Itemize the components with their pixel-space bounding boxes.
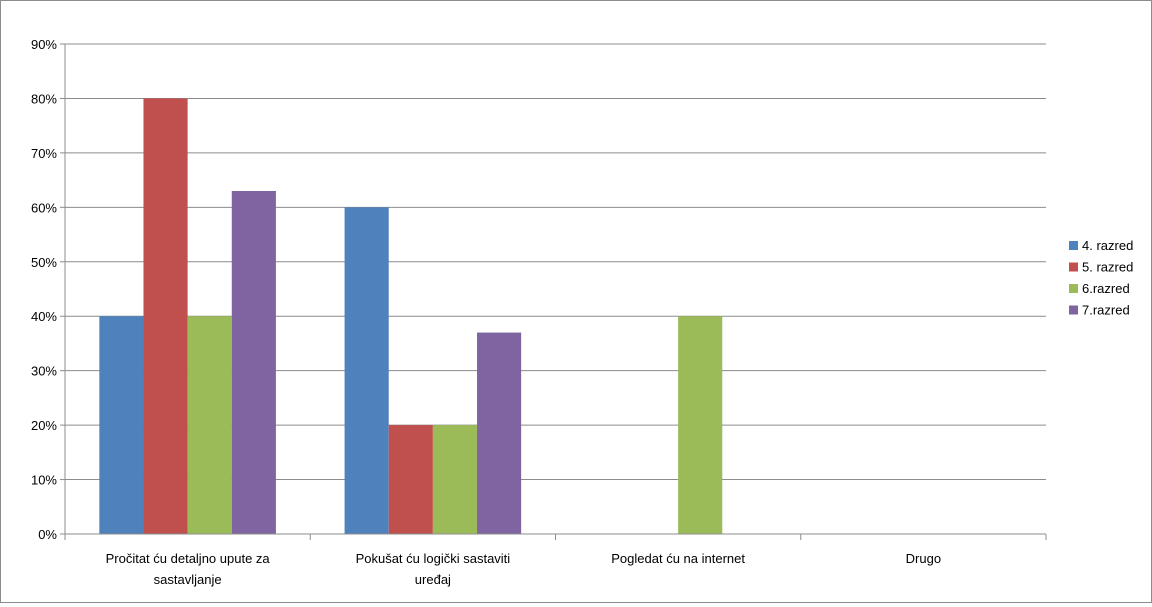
x-tick-label: Pročitat ću detaljno upute za — [106, 551, 271, 566]
bar — [344, 207, 389, 535]
legend-swatch — [1069, 305, 1078, 315]
y-tick-label: 50% — [31, 255, 57, 270]
x-tick-label: Pogledat ću na internet — [611, 551, 745, 566]
y-tick-label: 70% — [31, 146, 57, 161]
y-tick-labels: 0% 10% 20% 30% 40% 50% 60% 70% 80% 90% — [31, 37, 57, 542]
y-tick-label: 90% — [31, 37, 57, 52]
y-tick-label: 20% — [31, 418, 57, 433]
bar — [388, 425, 433, 534]
y-tick-label: 40% — [31, 309, 57, 324]
bar — [432, 425, 478, 534]
legend-label: 7.razred — [1082, 303, 1130, 318]
x-tick-label: Pokušat ću logički sastaviti — [356, 551, 511, 566]
bar — [143, 98, 188, 534]
bar — [187, 316, 232, 534]
y-tick-label: 0% — [38, 527, 57, 542]
legend: 4. razred 5. razred 6.razred 7.razred — [1069, 238, 1133, 318]
bars — [99, 98, 723, 535]
x-tick-labels: Pročitat ću detaljno upute za sastavljanj… — [106, 551, 941, 587]
axes — [60, 43, 1047, 540]
legend-label: 4. razred — [1082, 238, 1133, 253]
legend-swatch — [1069, 284, 1078, 293]
y-tick-label: 10% — [31, 473, 57, 488]
y-tick-label: 60% — [31, 200, 57, 215]
x-tick-label: uređaj — [415, 572, 451, 587]
bar — [477, 332, 522, 534]
legend-swatch — [1069, 241, 1078, 250]
legend-swatch — [1069, 262, 1078, 272]
legend-label: 6.razred — [1082, 281, 1130, 296]
bar — [99, 316, 144, 534]
x-tick-label: Drugo — [906, 551, 941, 566]
y-tick-label: 80% — [31, 91, 57, 106]
y-tick-label: 30% — [31, 364, 57, 379]
bar — [678, 316, 723, 534]
legend-label: 5. razred — [1082, 260, 1133, 275]
x-tick-label: sastavljanje — [154, 572, 222, 587]
bar — [231, 191, 276, 534]
